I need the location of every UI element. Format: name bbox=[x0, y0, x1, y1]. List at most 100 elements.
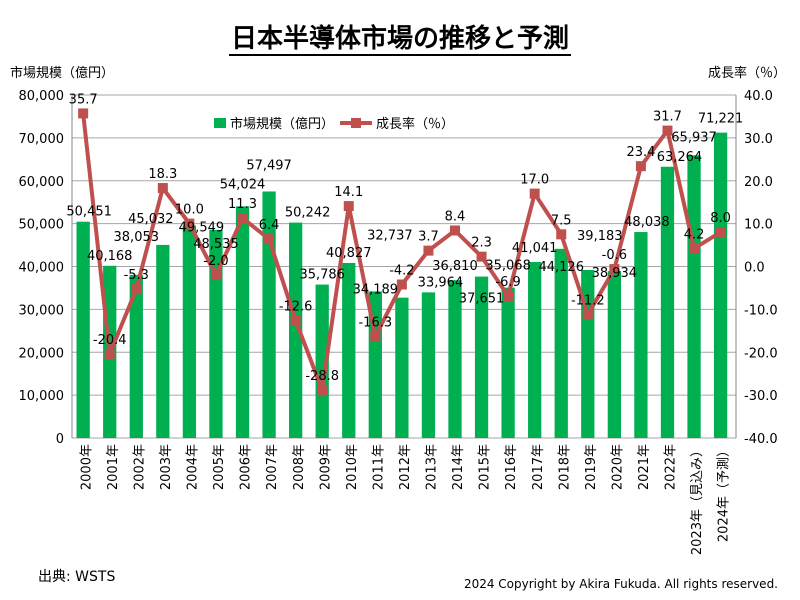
x-tick-label: 2020年 bbox=[610, 444, 625, 490]
left-tick-label: 50,000 bbox=[19, 218, 65, 233]
bar-data-label: 33,964 bbox=[418, 275, 464, 290]
legend-label-line: 成長率（％） bbox=[376, 116, 454, 132]
growth-marker bbox=[317, 384, 328, 395]
growth-data-label: 4.2 bbox=[684, 227, 705, 242]
bar-data-label: 48,038 bbox=[624, 215, 670, 230]
bar bbox=[209, 229, 223, 438]
bar bbox=[501, 287, 515, 438]
x-tick-label: 2024年（予測） bbox=[717, 444, 732, 542]
x-tick-label: 2002年 bbox=[132, 444, 147, 490]
x-tick-label: 2000年 bbox=[79, 444, 94, 490]
bar bbox=[634, 232, 648, 438]
growth-data-label: 10.0 bbox=[175, 203, 204, 218]
bar bbox=[129, 274, 143, 438]
chart-title-text: 日本半導体市場の推移と予測 bbox=[228, 24, 571, 56]
bar bbox=[315, 284, 329, 438]
growth-data-label: -4.2 bbox=[389, 264, 414, 279]
legend-label-bar: 市場規模（億円） bbox=[230, 116, 334, 132]
x-tick-label: 2019年 bbox=[584, 444, 599, 490]
growth-marker bbox=[78, 108, 89, 119]
bar bbox=[687, 155, 701, 438]
bar-data-label: 40,827 bbox=[326, 246, 372, 261]
bar-data-label: 37,651 bbox=[459, 292, 505, 307]
left-tick-label: 20,000 bbox=[19, 346, 65, 361]
bar-data-label: 54,024 bbox=[220, 177, 266, 192]
growth-marker bbox=[264, 234, 275, 245]
right-tick-label: 20.0 bbox=[744, 175, 773, 190]
bar bbox=[76, 221, 90, 438]
x-tick-label: 2009年 bbox=[318, 444, 333, 490]
growth-marker bbox=[529, 188, 540, 199]
bar bbox=[528, 262, 542, 438]
left-tick-label: 0 bbox=[56, 432, 64, 447]
growth-data-label: 18.3 bbox=[148, 167, 177, 182]
growth-data-label: 6.4 bbox=[259, 218, 280, 233]
growth-data-label: -5.3 bbox=[124, 268, 149, 283]
bar-data-label: 36,810 bbox=[432, 259, 478, 274]
x-tick-label: 2010年 bbox=[345, 444, 360, 490]
bar bbox=[713, 132, 728, 439]
right-tick-label: -30.0 bbox=[744, 389, 778, 404]
x-tick-label: 2005年 bbox=[212, 444, 227, 490]
right-tick-label: -20.0 bbox=[744, 346, 778, 361]
growth-marker bbox=[104, 348, 115, 359]
bar-data-label: 38,053 bbox=[114, 230, 160, 245]
right-tick-label: -40.0 bbox=[744, 432, 778, 447]
growth-data-label: 3.7 bbox=[418, 230, 439, 245]
growth-marker bbox=[556, 229, 567, 240]
growth-data-label: -0.6 bbox=[602, 248, 627, 263]
growth-data-label: -12.6 bbox=[279, 300, 313, 315]
bar bbox=[288, 222, 303, 438]
growth-data-label: -11.2 bbox=[571, 294, 605, 309]
growth-data-label: 8.4 bbox=[445, 209, 466, 224]
growth-data-label: -20.4 bbox=[93, 333, 127, 348]
right-axis-label: 成長率（％） bbox=[707, 66, 786, 81]
bar bbox=[607, 271, 621, 438]
bar-data-label: 57,497 bbox=[246, 158, 292, 173]
left-tick-label: 10,000 bbox=[19, 389, 65, 404]
growth-data-label: 7.5 bbox=[551, 213, 572, 228]
right-tick-label: -10.0 bbox=[744, 303, 778, 318]
bar-data-label: 38,934 bbox=[592, 266, 638, 281]
right-tick-label: 30.0 bbox=[744, 132, 773, 147]
x-tick-label: 2017年 bbox=[531, 444, 546, 490]
growth-data-label: -2.0 bbox=[203, 254, 228, 269]
growth-data-label: 35.7 bbox=[69, 92, 98, 107]
growth-data-label: 17.0 bbox=[520, 173, 549, 188]
left-tick-label: 80,000 bbox=[19, 89, 65, 104]
growth-marker bbox=[396, 279, 407, 290]
x-tick-label: 2015年 bbox=[478, 444, 493, 490]
bar-data-label: 32,737 bbox=[367, 229, 413, 244]
growth-marker bbox=[157, 183, 168, 194]
bar-data-label: 41,041 bbox=[512, 241, 558, 256]
x-tick-label: 2006年 bbox=[239, 444, 254, 490]
growth-marker bbox=[449, 225, 460, 236]
bar-data-label: 65,937 bbox=[671, 130, 717, 145]
bar-data-label: 45,032 bbox=[128, 212, 174, 227]
growth-data-label: 23.4 bbox=[626, 145, 655, 160]
right-tick-label: 0.0 bbox=[744, 261, 765, 276]
bar-data-label: 50,451 bbox=[66, 205, 112, 220]
bar bbox=[474, 276, 489, 438]
x-tick-label: 2014年 bbox=[451, 444, 466, 490]
bar-data-label: 39,183 bbox=[577, 229, 623, 244]
copyright-note: 2024 Copyright by Akira Fukuda. All righ… bbox=[463, 577, 778, 591]
growth-marker bbox=[370, 331, 381, 342]
x-tick-label: 2016年 bbox=[504, 444, 519, 490]
growth-marker bbox=[609, 264, 620, 275]
x-tick-label: 2007年 bbox=[265, 444, 280, 490]
growth-marker bbox=[290, 315, 301, 326]
bar bbox=[660, 166, 675, 438]
left-tick-label: 60,000 bbox=[19, 175, 65, 190]
left-axis-label: 市場規模（億円） bbox=[10, 66, 115, 81]
growth-data-label: 31.7 bbox=[653, 110, 682, 125]
growth-data-label: 11.3 bbox=[228, 197, 257, 212]
growth-data-label: 14.1 bbox=[334, 185, 363, 200]
growth-marker bbox=[184, 218, 195, 229]
x-tick-label: 2001年 bbox=[106, 444, 121, 490]
bar-data-label: 48,535 bbox=[193, 237, 239, 252]
x-tick-label: 2018年 bbox=[557, 444, 572, 490]
bar bbox=[421, 292, 436, 438]
